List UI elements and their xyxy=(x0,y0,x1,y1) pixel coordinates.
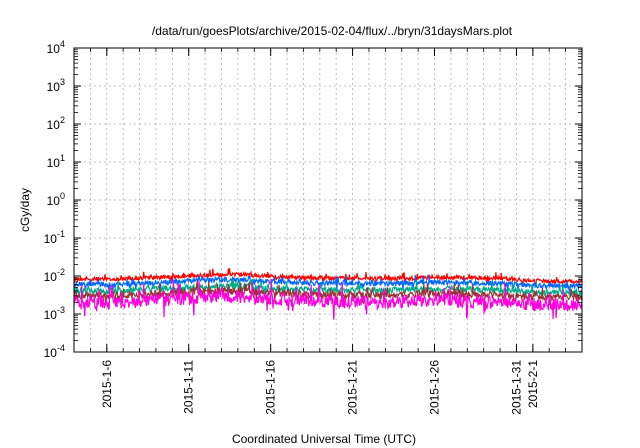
y-tick-label: 101 xyxy=(47,153,65,170)
series-line xyxy=(73,278,583,320)
y-tick-label: 100 xyxy=(47,191,65,208)
x-tick-label: 2015-1-31 xyxy=(509,360,523,415)
y-tick-base: 10 xyxy=(47,80,61,94)
chart-title: /data/run/goesPlots/archive/2015-02-04/f… xyxy=(152,24,513,38)
y-tick-base: 10 xyxy=(47,118,61,132)
y-tick-base: 10 xyxy=(47,194,61,208)
y-tick-base: 10 xyxy=(47,156,61,170)
y-axis-label: cGy/day xyxy=(18,188,32,232)
axis-ticks xyxy=(73,47,583,353)
x-axis-label: Coordinated Universal Time (UTC) xyxy=(232,432,416,446)
y-tick-exponent: 4 xyxy=(60,39,65,49)
y-tick-exponent: 1 xyxy=(60,153,65,163)
y-tick-base: 10 xyxy=(44,232,58,246)
y-tick-label: 10-3 xyxy=(44,305,65,322)
y-tick-label: 103 xyxy=(47,77,65,94)
x-tick-label: 2015-1-16 xyxy=(264,360,278,415)
y-tick-exponent: 3 xyxy=(60,77,65,87)
series-line xyxy=(74,278,583,298)
x-tick-label: 2015-1-11 xyxy=(182,360,196,414)
y-tick-exponent: -3 xyxy=(57,305,65,315)
y-tick-base: 10 xyxy=(47,42,61,56)
series-line xyxy=(73,268,583,286)
y-tick-base: 10 xyxy=(44,308,58,322)
y-tick-exponent: -2 xyxy=(57,267,65,277)
x-tick-labels: 2015-1-6 2015-1-11 2015-1-16 2015-1-21 2015-… xyxy=(100,360,540,415)
y-tick-label: 104 xyxy=(47,39,65,56)
y-tick-base: 10 xyxy=(44,270,58,284)
series-group xyxy=(73,268,583,320)
x-tick-label: 2015-2-1 xyxy=(526,360,540,408)
y-tick-base: 10 xyxy=(44,346,58,360)
x-tick-label: 2015-1-21 xyxy=(346,360,360,415)
y-tick-label: 10-2 xyxy=(44,267,65,284)
y-tick-label: 102 xyxy=(47,115,65,132)
grid-lines xyxy=(74,48,582,352)
y-tick-exponent: -4 xyxy=(57,343,65,353)
x-tick-label: 2015-1-6 xyxy=(100,360,114,408)
y-tick-exponent: 0 xyxy=(60,191,65,201)
series-line xyxy=(73,274,583,293)
y-tick-exponent: 2 xyxy=(60,115,65,125)
y-tick-exponent: -1 xyxy=(57,229,65,239)
x-tick-label: 2015-1-26 xyxy=(428,360,442,415)
y-tick-label: 10-1 xyxy=(44,229,65,246)
y-tick-label: 10-4 xyxy=(44,343,65,360)
